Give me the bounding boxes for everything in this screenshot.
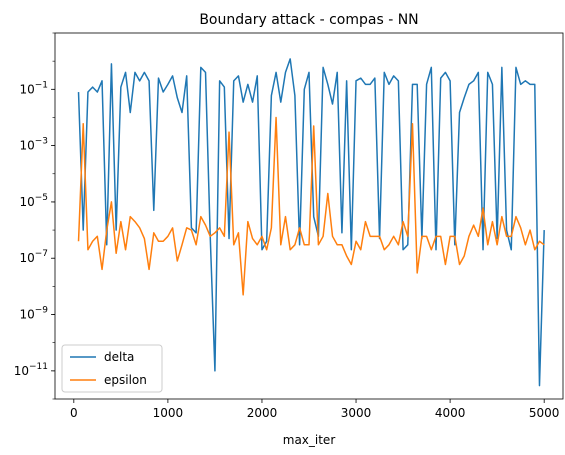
x-tick-label: 2000 bbox=[247, 406, 278, 420]
legend-label-epsilon: epsilon bbox=[104, 373, 147, 387]
x-axis-label: max_iter bbox=[283, 433, 336, 447]
x-tick-label: 5000 bbox=[529, 406, 560, 420]
chart-title: Boundary attack - compas - NN bbox=[199, 12, 418, 28]
x-tick-label: 1000 bbox=[153, 406, 184, 420]
x-tick-label: 4000 bbox=[435, 406, 466, 420]
legend-label-delta: delta bbox=[104, 350, 134, 364]
x-tick-label: 0 bbox=[70, 406, 78, 420]
legend: delta epsilon bbox=[62, 345, 162, 392]
x-tick-label: 3000 bbox=[341, 406, 372, 420]
